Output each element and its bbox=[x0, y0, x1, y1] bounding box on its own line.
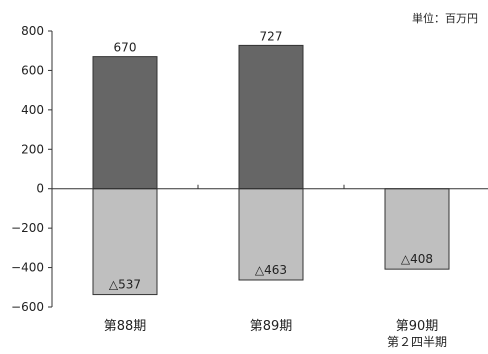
y-tick-label: −200 bbox=[11, 221, 44, 235]
data-label-negative: △537 bbox=[109, 278, 141, 292]
y-tick-label: 400 bbox=[21, 103, 44, 117]
y-tick-label: −600 bbox=[11, 300, 44, 314]
y-tick-label: 0 bbox=[36, 182, 44, 196]
bar-negative bbox=[238, 188, 304, 281]
x-category-label: 第90期 bbox=[396, 319, 439, 334]
bar-positive bbox=[92, 56, 158, 190]
bar-positive bbox=[238, 44, 304, 190]
x-category-label: 第89期 bbox=[250, 319, 293, 334]
bar-negative bbox=[384, 188, 450, 270]
data-label-negative: △408 bbox=[401, 252, 433, 266]
y-tick-label: 800 bbox=[21, 24, 44, 38]
bar-negative bbox=[92, 188, 158, 296]
y-tick-label: 200 bbox=[21, 142, 44, 156]
y-tick-label: −400 bbox=[11, 261, 44, 275]
x-category-label: 第88期 bbox=[104, 319, 147, 334]
x-category-sublabel: 第２四半期 bbox=[387, 335, 447, 349]
data-label-positive: 670 bbox=[114, 41, 137, 55]
y-tick-label: 600 bbox=[21, 63, 44, 77]
data-label-negative: △463 bbox=[255, 263, 287, 277]
unit-label: 単位：百万円 bbox=[412, 12, 478, 25]
data-label-positive: 727 bbox=[260, 29, 283, 43]
